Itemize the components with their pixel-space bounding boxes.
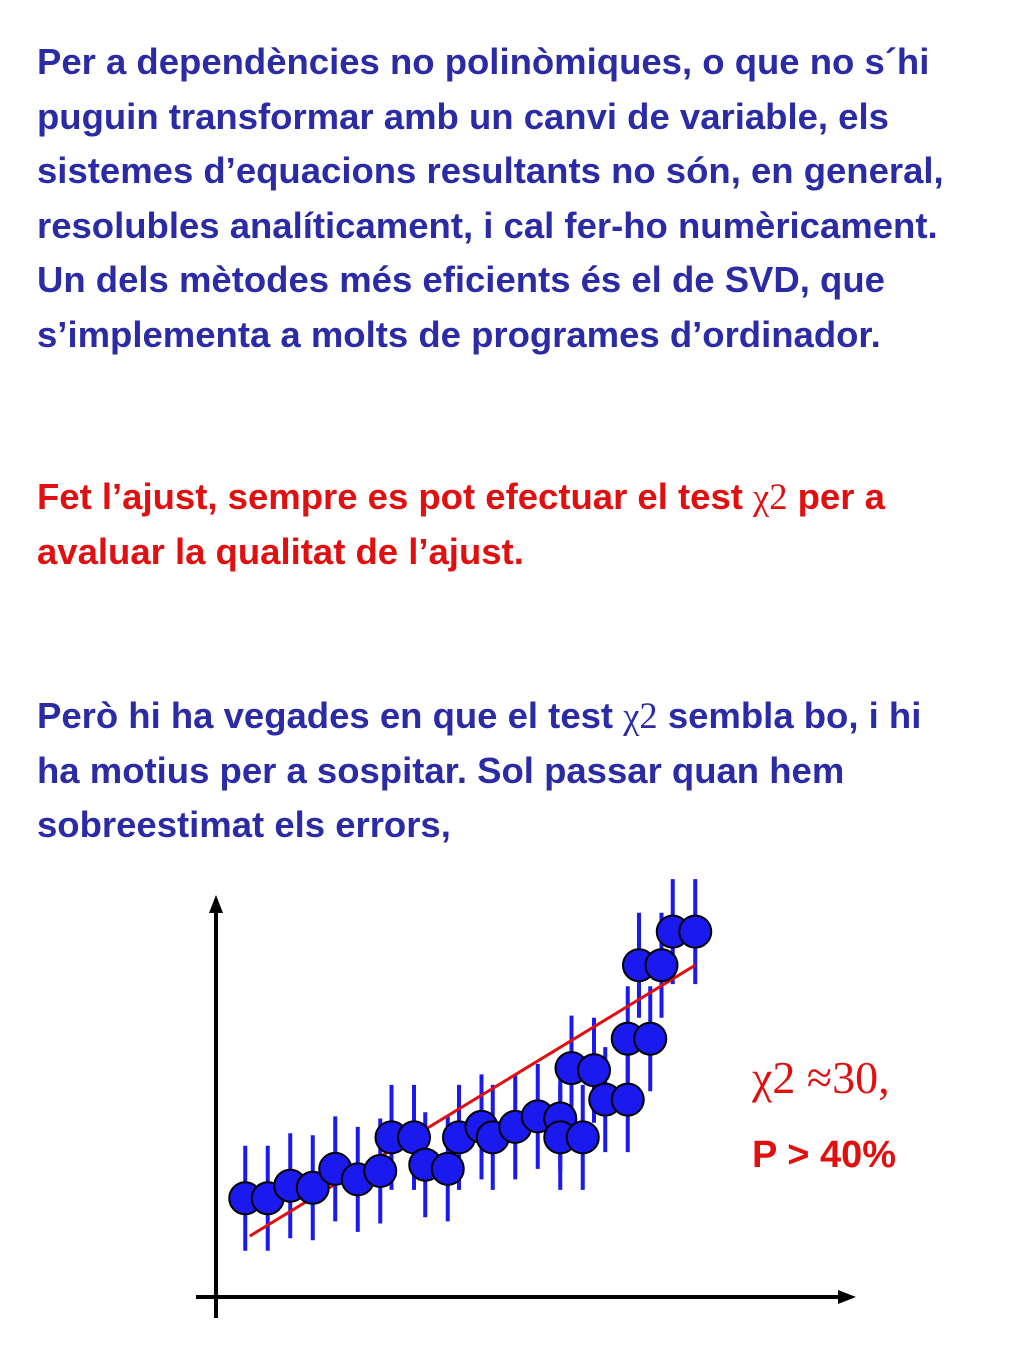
- text-line: resolubles analíticament, i cal fer-ho n…: [37, 204, 938, 246]
- chi-square-value: χ2 ≈30,: [752, 1052, 890, 1103]
- data-point: [363, 1154, 398, 1188]
- chi-square-symbol: χ2: [753, 476, 788, 517]
- data-point: [644, 948, 679, 983]
- text-line: ha motius per a sospitar. Sol passar qua…: [37, 749, 845, 791]
- data-point: [577, 1053, 611, 1088]
- text-fragment: Però hi ha vegades en que el test: [37, 695, 624, 736]
- text-fragment: sembla bo, i hi: [657, 695, 922, 736]
- text-line: Un dels mètodes més eficients és el de S…: [37, 259, 885, 300]
- probability-value: P > 40%: [752, 1134, 897, 1176]
- text-line: Però hi ha vegades en que el test χ2 sem…: [37, 689, 997, 744]
- data-point: [610, 1082, 645, 1117]
- scatter-plot: [196, 879, 856, 1318]
- y-axis-arrowhead: [209, 895, 223, 913]
- text-line: puguin transformar amb un canvi de varia…: [37, 95, 889, 137]
- plot-axes: [196, 895, 856, 1318]
- paragraph-chi-square-test: Fet l’ajust, sempre es pot efectuar el t…: [37, 470, 997, 579]
- data-point: [295, 1170, 330, 1205]
- chi-square-symbol: χ2: [623, 695, 658, 736]
- x-axis-arrowhead: [838, 1290, 856, 1304]
- text-line: sistemes d’equacions resultants no són, …: [37, 150, 944, 191]
- data-point: [633, 1021, 668, 1056]
- text-line: sobreestimat els errors,: [37, 804, 451, 845]
- text-line: s’implementa a molts de programes d’ordi…: [37, 313, 881, 355]
- data-point: [430, 1151, 465, 1186]
- text-line: avaluar la qualitat de l’ajust.: [37, 530, 524, 572]
- text-fragment: per a: [787, 476, 885, 517]
- data-point: [565, 1120, 600, 1155]
- text-line: Per a dependències no polinòmiques, o qu…: [37, 41, 930, 82]
- text-line: Fet l’ajust, sempre es pot efectuar el t…: [37, 470, 997, 525]
- data-points: [228, 914, 713, 1216]
- paragraph-overestimated-errors: Però hi ha vegades en que el test χ2 sem…: [37, 689, 997, 853]
- paragraph-svd: Per a dependències no polinòmiques, o qu…: [37, 35, 997, 362]
- data-point: [678, 914, 713, 949]
- text-fragment: Fet l’ajust, sempre es pot efectuar el t…: [37, 476, 754, 517]
